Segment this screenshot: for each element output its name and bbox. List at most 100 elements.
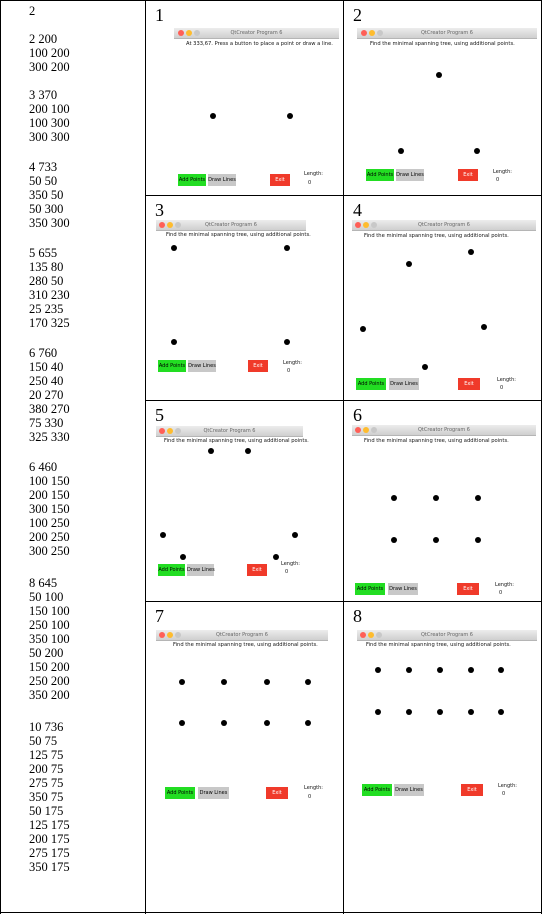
close-window-icon[interactable] — [355, 427, 361, 433]
point — [292, 532, 298, 538]
panel-8: QtCreator Program 6 Find the minimal spa… — [344, 602, 541, 912]
window-titlebar: QtCreator Program 6 — [156, 426, 303, 437]
length-label: Length: — [498, 783, 517, 789]
program-window: QtCreator Program 6 Find the minimal spa… — [146, 196, 343, 400]
program-window: QtCreator Program 6 Find the minimal spa… — [344, 196, 541, 400]
window-titlebar: QtCreator Program 6 — [156, 630, 328, 641]
add-points-button[interactable]: Add Points — [356, 378, 386, 390]
add-points-button[interactable]: Add Points — [362, 784, 392, 796]
zoom-window-icon[interactable] — [371, 427, 377, 433]
zoom-window-icon[interactable] — [175, 428, 181, 434]
exit-button[interactable]: Exit — [458, 378, 480, 390]
input-line: 50 300 — [29, 202, 64, 216]
zoom-window-icon[interactable] — [377, 30, 383, 36]
point — [179, 720, 185, 726]
draw-lines-button[interactable]: Draw Lines — [198, 787, 229, 799]
length-value: 0 — [287, 368, 291, 374]
input-line: 170 325 — [29, 316, 70, 330]
draw-lines-button[interactable]: Draw Lines — [389, 378, 419, 390]
close-window-icon[interactable] — [361, 30, 367, 36]
panel-number: 1 — [155, 5, 164, 25]
table-border — [0, 0, 542, 1]
point — [406, 667, 412, 673]
input-line: 150 100 — [29, 604, 70, 618]
input-line: 150 200 — [29, 660, 70, 674]
close-window-icon[interactable] — [159, 428, 165, 434]
input-line: 300 150 — [29, 502, 70, 516]
input-line: 4 733 — [29, 160, 58, 174]
minimize-window-icon[interactable] — [368, 632, 374, 638]
input-line: 100 200 — [29, 46, 70, 60]
input-line: 50 100 — [29, 590, 64, 604]
exit-button[interactable]: Exit — [458, 169, 478, 181]
add-points-button[interactable]: Add Points — [366, 169, 394, 181]
window-title: QtCreator Program 6 — [417, 222, 470, 228]
window-titlebar: QtCreator Program 6 — [352, 425, 536, 436]
close-window-icon[interactable] — [355, 222, 361, 228]
window-titlebar: QtCreator Program 6 — [357, 28, 537, 39]
exit-button[interactable]: Exit — [457, 583, 479, 595]
zoom-window-icon[interactable] — [175, 632, 181, 638]
add-points-button[interactable]: Add Points — [158, 564, 185, 576]
window-titlebar: QtCreator Program 6 — [156, 220, 306, 231]
window-title: QtCreator Program 6 — [420, 30, 473, 36]
status-message: Find the minimal spanning tree, using ad… — [364, 233, 509, 239]
zoom-window-icon[interactable] — [376, 632, 382, 638]
zoom-window-icon[interactable] — [194, 30, 200, 36]
draw-lines-button[interactable]: Draw Lines — [394, 784, 424, 796]
point — [221, 720, 227, 726]
zoom-window-icon[interactable] — [371, 222, 377, 228]
add-points-button[interactable]: Add Points — [165, 787, 195, 799]
point — [475, 537, 481, 543]
minimize-window-icon[interactable] — [369, 30, 375, 36]
add-points-button[interactable]: Add Points — [178, 174, 206, 186]
input-line: 100 150 — [29, 474, 70, 488]
status-message: At 333,67. Press a button to place a poi… — [186, 41, 333, 47]
zoom-window-icon[interactable] — [175, 222, 181, 228]
minimize-window-icon[interactable] — [167, 428, 173, 434]
exit-button[interactable]: Exit — [270, 174, 290, 186]
minimize-window-icon[interactable] — [186, 30, 192, 36]
status-message: Find the minimal spanning tree, using ad… — [366, 642, 511, 648]
window-titlebar: QtCreator Program 6 — [357, 630, 537, 641]
input-line: 350 75 — [29, 790, 64, 804]
length-value: 0 — [496, 177, 500, 183]
input-line: 325 330 — [29, 430, 70, 444]
exit-button[interactable]: Exit — [248, 360, 268, 372]
length-value: 0 — [499, 590, 503, 596]
point — [433, 495, 439, 501]
draw-lines-button[interactable]: Draw Lines — [188, 360, 216, 372]
minimize-window-icon[interactable] — [363, 222, 369, 228]
minimize-window-icon[interactable] — [167, 222, 173, 228]
input-line: 6 460 — [29, 460, 58, 474]
close-window-icon[interactable] — [159, 632, 165, 638]
point — [406, 261, 412, 267]
exit-button[interactable]: Exit — [461, 784, 483, 796]
point — [468, 709, 474, 715]
point — [498, 709, 504, 715]
add-points-button[interactable]: Add Points — [355, 583, 385, 595]
window-title: QtCreator Program 6 — [230, 30, 283, 36]
close-window-icon[interactable] — [178, 30, 184, 36]
input-line: 10 736 — [29, 720, 64, 734]
draw-lines-button[interactable]: Draw Lines — [208, 174, 236, 186]
minimize-window-icon[interactable] — [167, 632, 173, 638]
table-border — [145, 0, 146, 914]
close-window-icon[interactable] — [159, 222, 165, 228]
point — [468, 249, 474, 255]
input-line: 250 200 — [29, 674, 70, 688]
draw-lines-button[interactable]: Draw Lines — [388, 583, 418, 595]
exit-button[interactable]: Exit — [247, 564, 267, 576]
input-line: 50 75 — [29, 734, 58, 748]
draw-lines-button[interactable]: Draw Lines — [396, 169, 424, 181]
add-points-button[interactable]: Add Points — [158, 360, 186, 372]
status-message: Find the minimal spanning tree, using ad… — [364, 438, 509, 444]
length-value: 0 — [285, 569, 289, 575]
minimize-window-icon[interactable] — [363, 427, 369, 433]
close-window-icon[interactable] — [360, 632, 366, 638]
input-line: 150 40 — [29, 360, 64, 374]
length-label: Length: — [281, 561, 300, 567]
draw-lines-button[interactable]: Draw Lines — [187, 564, 215, 576]
input-line: 350 100 — [29, 632, 70, 646]
exit-button[interactable]: Exit — [266, 787, 288, 799]
